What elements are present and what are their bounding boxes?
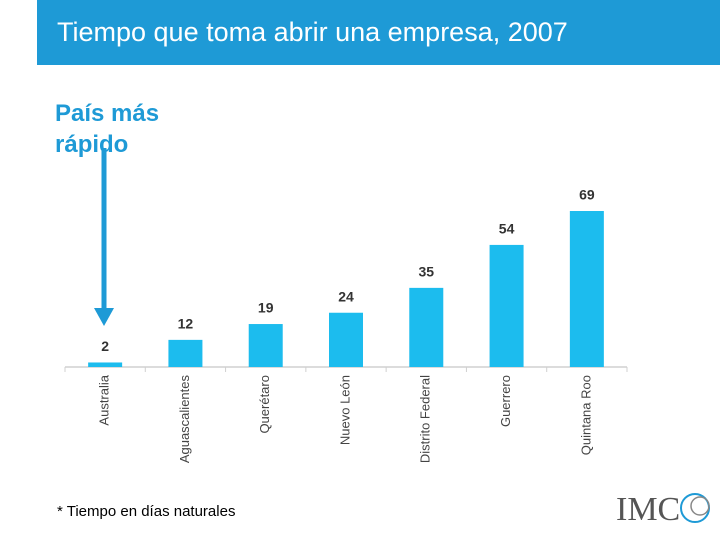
value-label: 54 — [499, 221, 515, 237]
x-tick-label: Quintana Roo — [578, 375, 593, 455]
x-tick-label: Nuevo León — [337, 375, 352, 445]
bar — [88, 362, 123, 367]
plot: Australia 2 Aguascalientes 12 Querétaro 19 Nue… — [64, 187, 628, 464]
value-label: 12 — [178, 316, 194, 332]
x-tick-label: Aguascalientes — [177, 375, 192, 464]
arrow-head — [94, 308, 114, 326]
bar — [248, 324, 283, 367]
slide-title: Tiempo que toma abrir una empresa, 2007 — [57, 17, 568, 47]
value-label: 19 — [258, 300, 274, 316]
value-label: 24 — [338, 288, 354, 304]
header-bar — [37, 0, 720, 65]
value-label: 35 — [418, 264, 434, 280]
x-tick-label: Guerrero — [498, 375, 513, 427]
value-label: 2 — [101, 338, 109, 354]
x-tick-label: Distrito Federal — [418, 375, 433, 463]
footnote: * Tiempo en días naturales — [57, 503, 235, 520]
bar — [569, 211, 604, 367]
bar — [329, 312, 363, 367]
bar — [168, 339, 203, 367]
annotation: País más rápido — [55, 100, 160, 158]
logo-swirl — [690, 496, 710, 516]
bar — [489, 244, 524, 367]
annotation-box: País más rápido — [55, 100, 160, 158]
x-tick-label: Querétaro — [257, 375, 272, 434]
logo-text: IMC — [616, 491, 680, 528]
value-label: 69 — [579, 187, 595, 203]
x-tick-label: Australia — [97, 374, 112, 425]
bar — [409, 287, 444, 367]
